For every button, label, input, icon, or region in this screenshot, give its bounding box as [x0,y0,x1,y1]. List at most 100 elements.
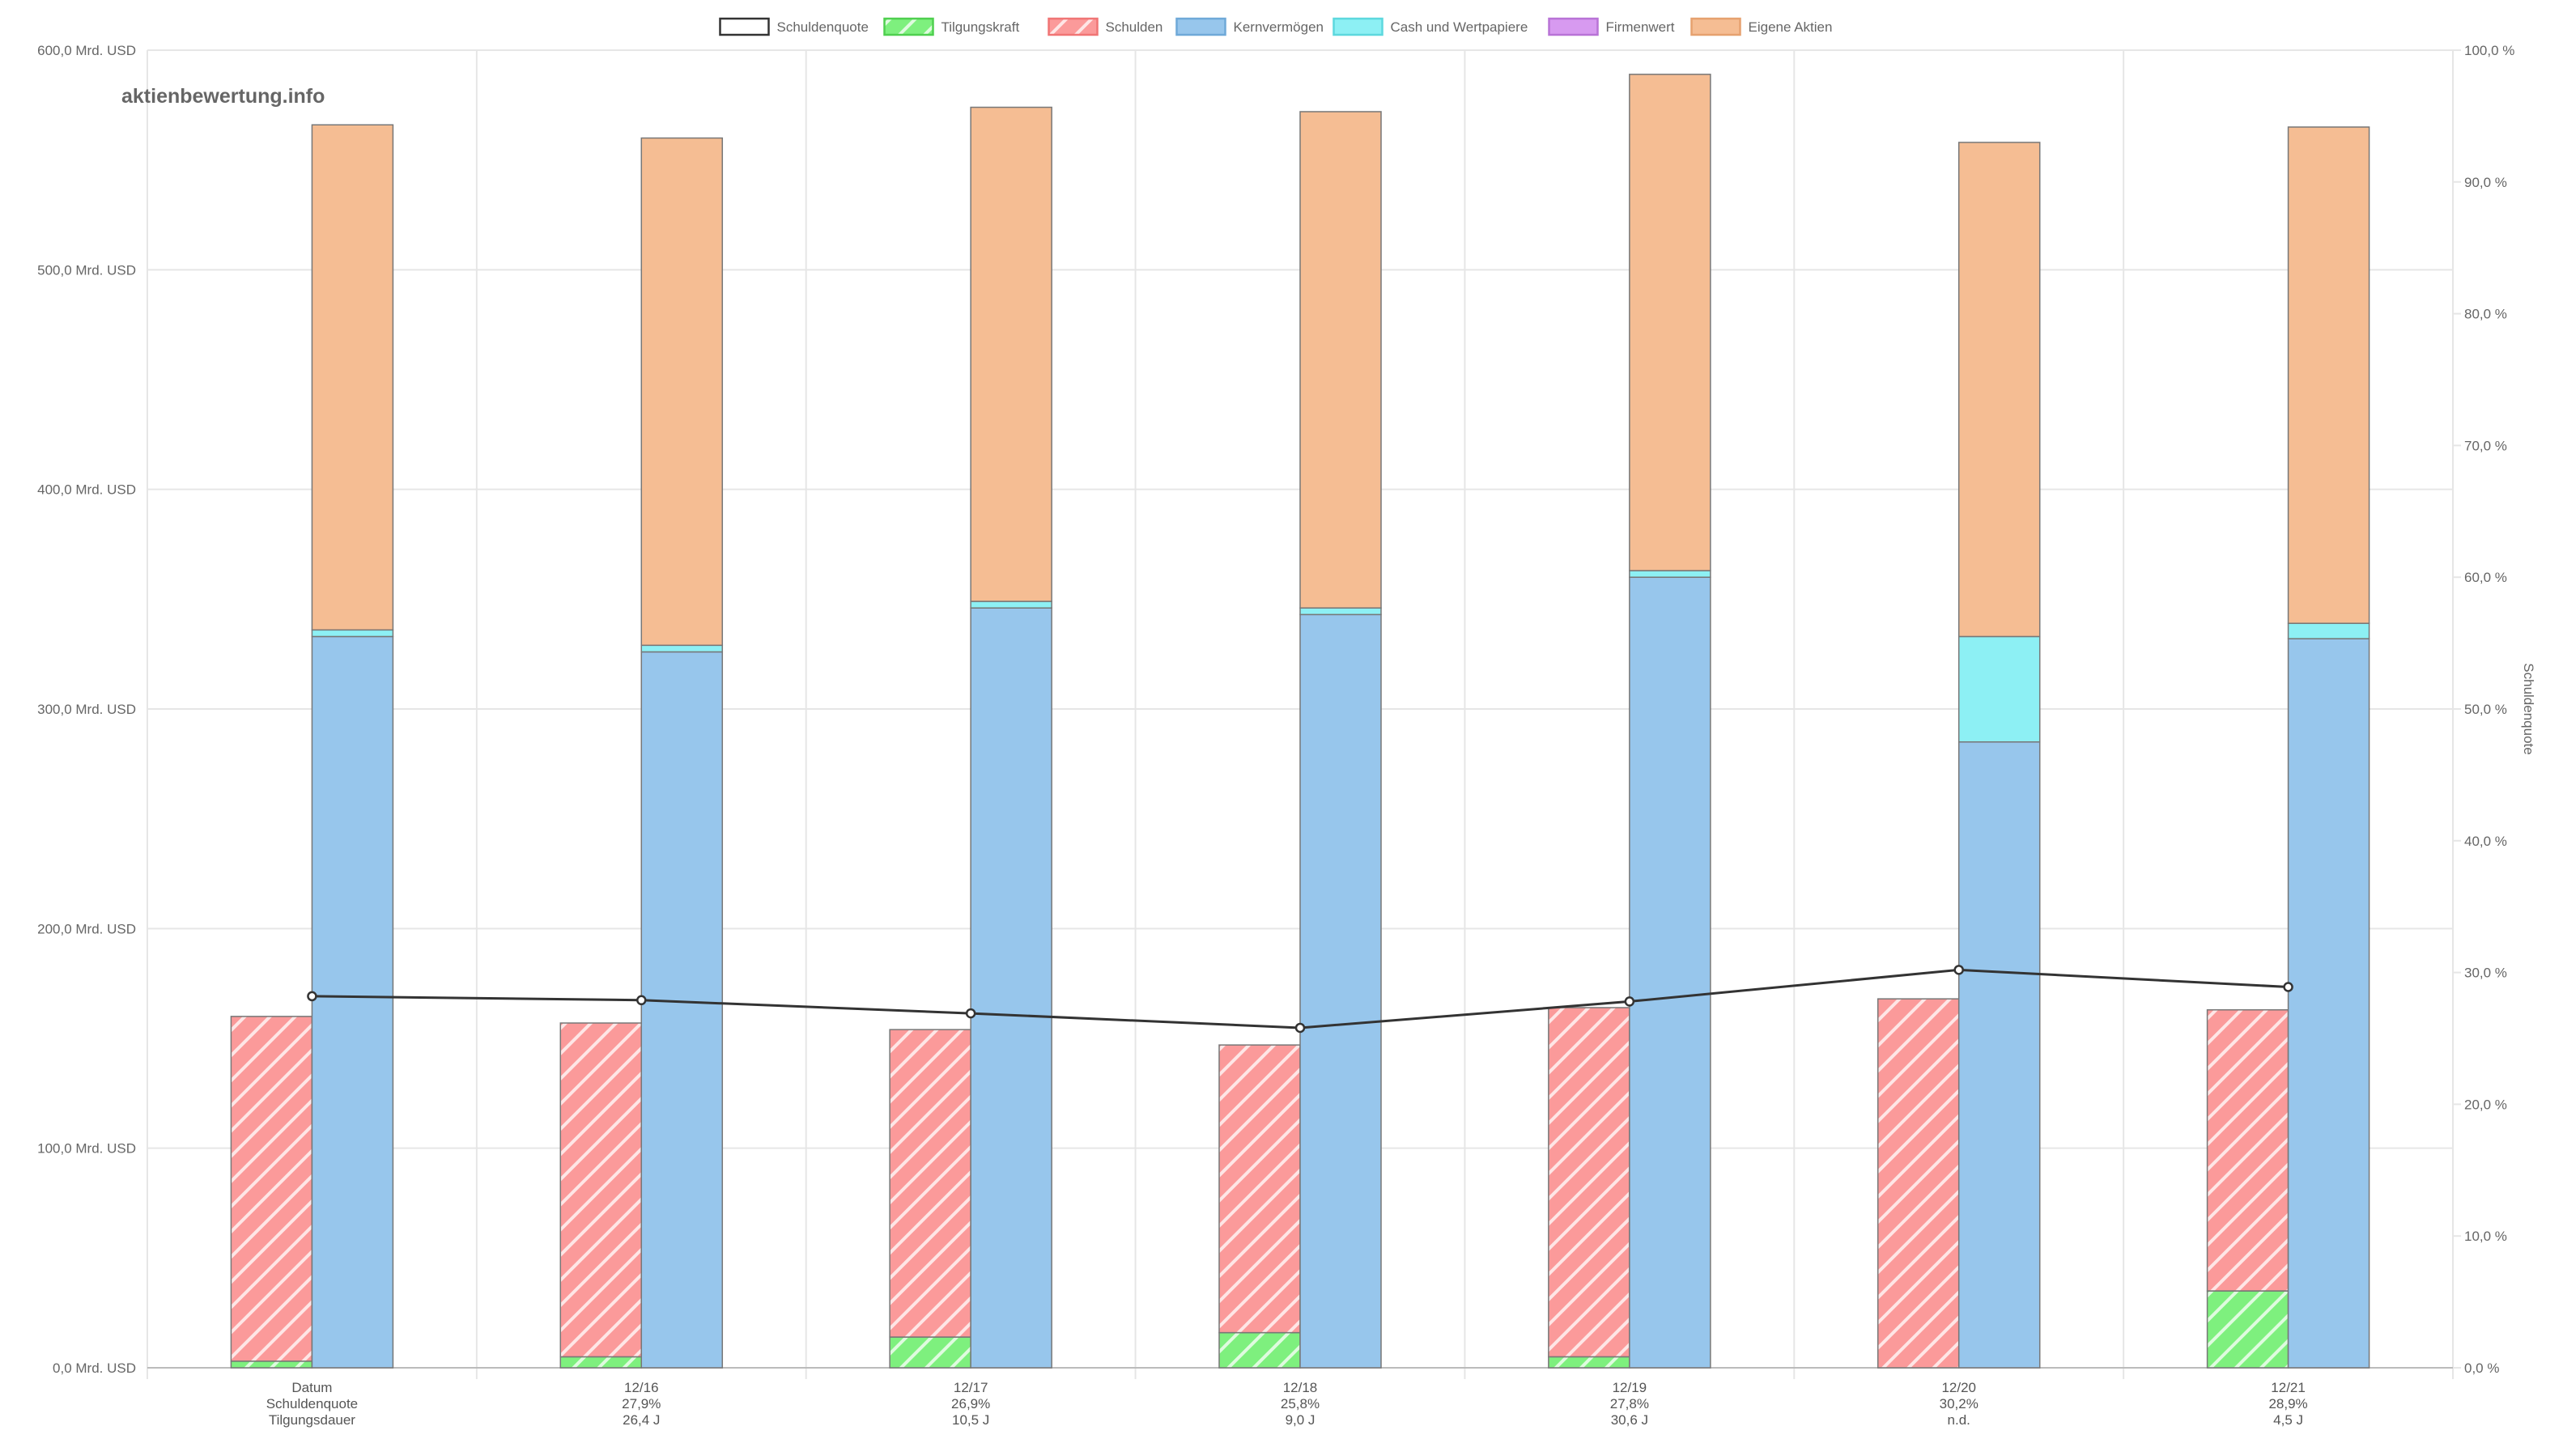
legend-label: Schuldenquote [777,19,869,35]
legend-label: Schulden [1106,19,1163,35]
bar-eigene-aktien [1629,74,1711,571]
x-tick-label: Tilgungsdauer [269,1412,355,1428]
line-layer [307,965,2293,1034]
schuldenquote-point [636,995,647,1006]
bar-tilgungskraft [1548,1356,1630,1369]
bar-cash-und-wertpapiere [311,629,394,638]
bar-kernvermoegen [1299,613,1382,1369]
legend-label: Tilgungskraft [941,19,1020,35]
y-right-tick-label: 40,0 % [2464,834,2507,849]
legend-swatch [1548,17,1599,36]
x-tick-label: 30,6 J [1611,1412,1648,1428]
x-tick-label: 9,0 J [1286,1412,1316,1428]
bar-kernvermoegen [970,607,1052,1369]
y-left-tick-label: 100,0 Mrd. USD [37,1141,136,1157]
x-tick-label: 12/17 [954,1380,988,1395]
bar-kernvermoegen [311,635,394,1369]
schuldenquote-point [2283,982,2293,992]
x-tick-label: 30,2% [1940,1396,1979,1411]
bar-cash-und-wertpapiere [1629,570,1711,578]
schuldenquote-point [1953,965,1964,975]
x-tick-label: 27,9% [622,1396,661,1411]
legend-swatch [1333,17,1384,36]
y-left-tick-label: 600,0 Mrd. USD [37,43,136,58]
x-tick-label: 12/19 [1613,1380,1647,1395]
x-tick-label: 25,8% [1281,1396,1320,1411]
bar-cash-und-wertpapiere [1957,635,2041,743]
y-left-tick-label: 500,0 Mrd. USD [37,262,136,278]
x-tick-label: 12/21 [2271,1380,2306,1395]
bar-cash-und-wertpapiere [2287,622,2370,639]
bar-tilgungskraft [2206,1290,2289,1369]
bar-tilgungskraft [230,1360,313,1369]
schuldenquote-point [1294,1022,1306,1034]
bar-kernvermoegen [2287,638,2370,1369]
bar-schulden [889,1029,971,1338]
y-right-tick-label: 80,0 % [2464,307,2507,322]
bar-eigene-aktien [2287,126,2370,624]
bar-cash-und-wertpapiere [970,601,1052,609]
legend-label: Eigene Aktien [1749,19,1833,35]
y-right-tick-label: 0,0 % [2464,1360,2499,1376]
y-right-tick-label: 50,0 % [2464,702,2507,717]
bar-tilgungskraft [889,1336,971,1369]
schuldenquote-point [965,1008,976,1019]
bar-schulden [1548,1007,1630,1358]
watermark: aktienbewertung.info [121,85,325,108]
x-tick-label: Schuldenquote [266,1396,358,1411]
legend: Schuldenquote Tilgungskraft Schulden Kernve… [719,17,1833,36]
legend-swatch [1048,17,1099,36]
x-tick-label: 28,9% [2268,1396,2307,1411]
bar-cash-und-wertpapiere [1299,607,1382,616]
y-left-tick-label: 400,0 Mrd. USD [37,482,136,498]
bar-tilgungskraft [1218,1331,1301,1369]
bar-eigene-aktien [640,137,724,647]
x-tick-label: 12/20 [1941,1380,1976,1395]
legend-label: Cash und Wertpapiere [1391,19,1528,35]
bar-eigene-aktien [311,124,394,631]
bars-layer [230,74,2370,1369]
x-tick-label: n.d. [1948,1412,1970,1428]
bar-eigene-aktien [970,106,1052,602]
bar-cash-und-wertpapiere [640,644,724,653]
bar-kernvermoegen [640,651,724,1369]
legend-swatch [883,17,934,36]
x-tick-label: 10,5 J [952,1412,989,1428]
bar-schulden [2206,1008,2289,1292]
legend-label: Kernvermögen [1234,19,1324,35]
y-right-tick-label: 70,0 % [2464,438,2507,453]
bar-tilgungskraft [559,1356,643,1369]
bar-schulden [230,1016,313,1362]
y-left-tick-label: 200,0 Mrd. USD [37,921,136,936]
bar-schulden [1218,1044,1301,1334]
x-tick-label: 4,5 J [2273,1412,2303,1428]
bar-schulden [559,1022,643,1358]
legend-swatch [1690,17,1741,36]
axis-layer: 0,0 Mrd. USD 100,0 Mrd. USD 200,0 Mrd. USD… [37,43,2536,1428]
bar-eigene-aktien [1957,142,2041,638]
y-right-tick-label: 100,0 % [2464,43,2514,58]
x-tick-label: Datum [291,1380,332,1395]
x-tick-label: 12/16 [624,1380,659,1395]
y-right-tick-label: 90,0 % [2464,175,2507,190]
y-left-tick-label: 300,0 Mrd. USD [37,702,136,717]
legend-swatch [1175,17,1226,36]
bar-kernvermoegen [1957,741,2041,1369]
x-tick-label: 27,8% [1610,1396,1649,1411]
bar-eigene-aktien [1299,111,1382,609]
x-tick-label: 12/18 [1283,1380,1318,1395]
y-left-tick-label: 0,0 Mrd. USD [53,1360,136,1376]
legend-label: Firmenwert [1606,19,1675,35]
bar-kernvermoegen [1629,576,1711,1369]
y-right-tick-label: 60,0 % [2464,570,2507,585]
legend-swatch [719,17,770,36]
x-tick-label: 26,9% [951,1396,990,1411]
schuldenquote-point [1624,996,1635,1007]
y-right-tick-label: 30,0 % [2464,966,2507,981]
y-right-tick-label: 20,0 % [2464,1097,2507,1112]
schuldenquote-point [307,991,317,1002]
bar-schulden [1877,998,1960,1369]
x-tick-label: 26,4 J [623,1412,660,1428]
